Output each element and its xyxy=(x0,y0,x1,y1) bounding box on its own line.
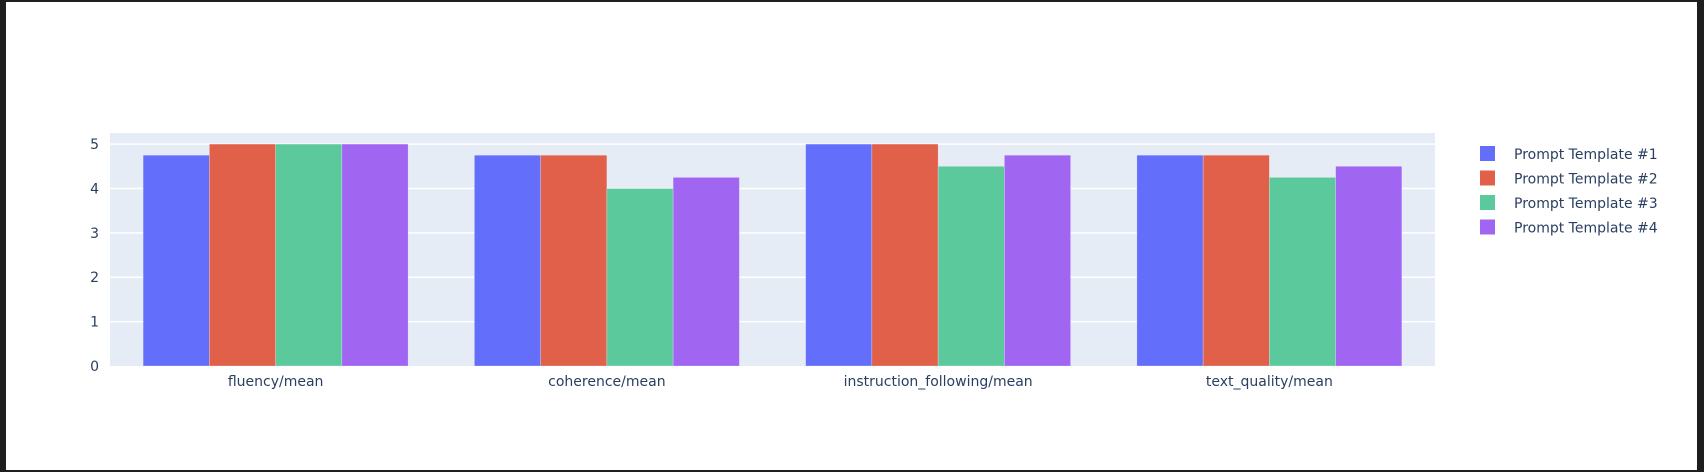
y-tick-label: 4 xyxy=(90,181,99,197)
bar xyxy=(1136,154,1204,367)
bar xyxy=(672,177,740,367)
x-tick-label: text_quality/mean xyxy=(1206,374,1333,390)
bar xyxy=(937,166,1005,367)
y-tick-label: 3 xyxy=(90,226,99,242)
legend-label: Prompt Template #3 xyxy=(1514,196,1658,212)
bar xyxy=(1202,154,1270,367)
y-tick-label: 2 xyxy=(90,270,99,286)
x-tick-label: coherence/mean xyxy=(548,374,665,390)
bar xyxy=(341,143,409,367)
x-tick-label: fluency/mean xyxy=(228,374,324,390)
y-tick-label: 1 xyxy=(90,315,99,331)
bar xyxy=(275,143,343,367)
bar xyxy=(1004,154,1071,367)
bar xyxy=(474,154,541,367)
legend-swatch xyxy=(1480,170,1495,186)
legend-swatch xyxy=(1480,219,1495,235)
x-tick-label: instruction_following/mean xyxy=(844,374,1033,390)
bar xyxy=(606,188,674,367)
legend-swatch xyxy=(1480,195,1495,210)
legend-swatch xyxy=(1480,146,1495,161)
bar xyxy=(209,143,276,367)
legend-label: Prompt Template #2 xyxy=(1514,172,1658,188)
bar xyxy=(540,154,608,367)
bar xyxy=(142,154,210,367)
y-tick-label: 5 xyxy=(90,137,99,153)
bar xyxy=(805,143,873,367)
legend-label: Prompt Template #1 xyxy=(1514,147,1658,163)
legend-label: Prompt Template #4 xyxy=(1514,221,1658,237)
bar xyxy=(1335,166,1403,367)
bar xyxy=(1269,177,1336,367)
y-tick-label: 0 xyxy=(90,359,99,375)
bar xyxy=(871,143,939,367)
